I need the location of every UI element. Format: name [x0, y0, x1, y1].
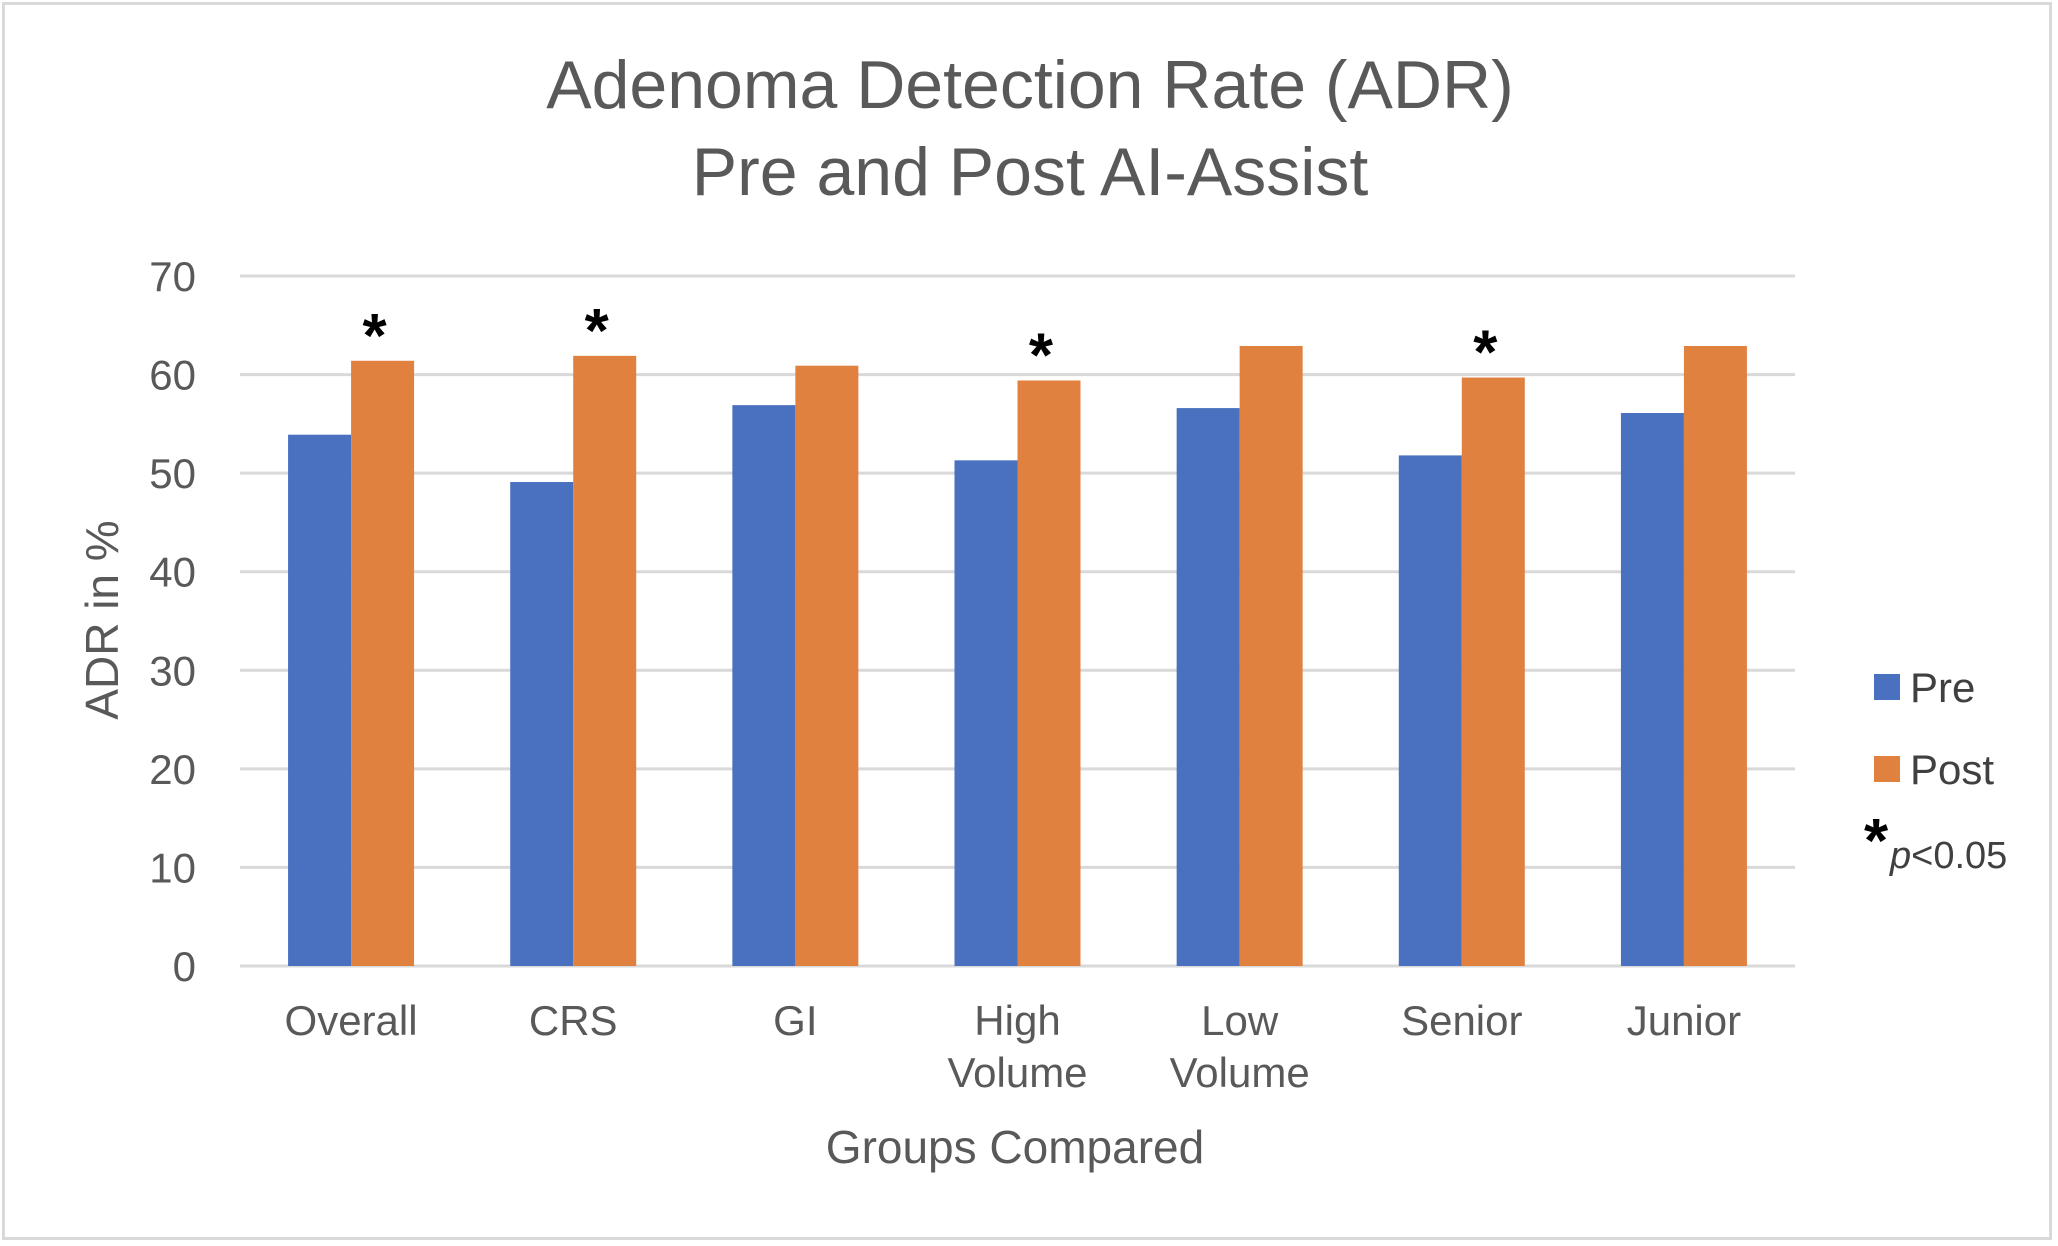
significance-star: *: [1029, 321, 1054, 390]
y-tick-label: 30: [149, 647, 196, 694]
x-tick-label: Junior: [1627, 997, 1741, 1044]
bar-pre: [510, 482, 574, 966]
x-axis-ticks: Overall CRS GI High Volume Low Volume Senior Jun…: [285, 997, 1742, 1096]
legend-swatch-pre: [1874, 674, 1900, 700]
x-tick-label: Senior: [1401, 997, 1522, 1044]
p-symbol: p: [1889, 835, 1911, 877]
chart-title-line-1: Adenoma Detection Rate (ADR): [546, 47, 1514, 123]
p-threshold: <0.05: [1911, 835, 2007, 877]
bar-post: [795, 365, 859, 966]
y-tick-label: 20: [149, 746, 196, 793]
significance-note-text: p<0.05: [1889, 835, 2007, 877]
x-tick-label: GI: [773, 997, 817, 1044]
y-tick-label: 50: [149, 450, 196, 497]
y-axis-ticks: 0 10 20 30 40 50 60 70: [149, 253, 196, 990]
significance-note-star: *: [1864, 807, 1889, 876]
legend-swatch-post: [1874, 756, 1900, 782]
x-tick-label: Volume: [1170, 1049, 1310, 1096]
y-tick-label: 40: [149, 549, 196, 596]
bar-pre: [1620, 413, 1684, 966]
y-tick-label: 10: [149, 844, 196, 891]
x-tick-label: Overall: [285, 997, 418, 1044]
bar-pre: [1176, 408, 1240, 967]
bar-pre: [1398, 455, 1462, 966]
significance-note: * p<0.05: [1864, 807, 2007, 877]
y-tick-label: 0: [173, 943, 196, 990]
x-tick-label: Low: [1201, 997, 1279, 1044]
y-tick-label: 70: [149, 253, 196, 300]
legend-label-post: Post: [1910, 746, 1994, 793]
bar-post: [1683, 345, 1747, 966]
legend-label-pre: Pre: [1910, 664, 1975, 711]
chart-title-line-2: Pre and Post AI-Assist: [692, 134, 1369, 210]
significance-star: *: [1473, 319, 1498, 388]
bar-post: [573, 355, 637, 966]
legend: Pre Post: [1874, 664, 1994, 793]
y-tick-label: 60: [149, 352, 196, 399]
x-tick-label: CRS: [529, 997, 618, 1044]
significance-star: *: [585, 297, 610, 366]
significance-star: *: [363, 302, 388, 371]
bars: [288, 345, 1747, 967]
bar-post: [351, 360, 415, 966]
bar-pre: [732, 405, 796, 967]
bar-post: [1461, 377, 1525, 966]
y-axis-title: ADR in %: [76, 520, 128, 719]
x-axis-title: Groups Compared: [826, 1121, 1204, 1173]
x-tick-label: Volume: [947, 1049, 1087, 1096]
bar-pre: [288, 434, 352, 966]
x-tick-label: High: [974, 997, 1060, 1044]
significance-markers: * * * *: [363, 297, 1499, 391]
bar-post: [1017, 380, 1081, 966]
bar-post: [1239, 345, 1303, 966]
bar-pre: [954, 460, 1018, 966]
